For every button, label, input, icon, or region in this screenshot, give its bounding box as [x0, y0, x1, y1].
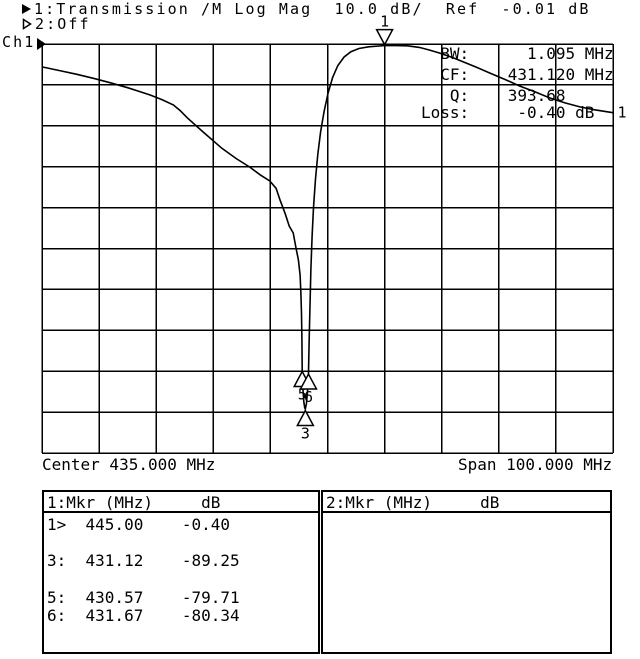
trace-number-label: 1 [617, 104, 626, 122]
marker-table-2-separator [323, 511, 610, 513]
header-line-1: 1:Transmission /M Log Mag 10.0 dB/ Ref -… [22, 0, 591, 18]
marker-row-1: 1> 445.00 -0.40 [47, 515, 231, 534]
channel-label: Ch1 [2, 33, 36, 51]
marker-5-label: 5 [298, 385, 307, 403]
marker-table-1: 1:Mkr (MHz) dB 1> 445.00 -0.40 3: 431.12… [42, 490, 320, 654]
marker-6-label: 6 [304, 388, 313, 406]
marker-table-1-separator [44, 511, 318, 513]
marker-row-5: 5: 430.57 -79.71 [47, 588, 240, 607]
marker-3-symbol: 3 [296, 408, 315, 442]
marker-3-label: 3 [301, 424, 310, 442]
marker-1-label: 1 [380, 13, 389, 31]
trace2-annotation: 2:Off [35, 15, 91, 33]
marker-row-6: 6: 431.67 -80.34 [47, 606, 240, 625]
trace1-annotation: 1:Transmission /M Log Mag 10.0 dB/ Ref -… [34, 0, 591, 18]
marker-6-symbol: 6 [299, 372, 318, 406]
readout-cf: CF: 431.120 MHz [421, 65, 614, 84]
ref-level-pointer-icon [37, 38, 46, 50]
graticule [41, 43, 614, 454]
center-frequency-label: Center 435.000 MHz [42, 455, 216, 474]
readout-loss: Loss: -0.40 dB [421, 103, 595, 122]
span-label: Span 100.000 MHz [458, 455, 613, 474]
readout-q: Q: 393.68 [421, 86, 566, 105]
marker-table-2: 2:Mkr (MHz) dB [321, 490, 612, 654]
header-line-2: 2:Off [22, 15, 91, 33]
marker-1-symbol: 1 [375, 13, 394, 47]
marker-table-1-header: 1:Mkr (MHz) dB [47, 493, 221, 512]
marker-row-3: 3: 431.12 -89.25 [47, 551, 240, 570]
inactive-trace-marker-icon [22, 18, 32, 30]
marker-table-2-header: 2:Mkr (MHz) dB [326, 493, 500, 512]
active-trace-marker-icon [22, 4, 31, 14]
readout-bw: BW: 1.095 MHz [421, 44, 614, 63]
